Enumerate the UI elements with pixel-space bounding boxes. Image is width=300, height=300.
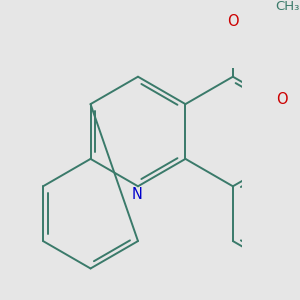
Text: O: O [276, 92, 288, 107]
Text: N: N [131, 188, 142, 202]
Text: O: O [227, 14, 239, 29]
Text: CH₃: CH₃ [275, 0, 300, 13]
